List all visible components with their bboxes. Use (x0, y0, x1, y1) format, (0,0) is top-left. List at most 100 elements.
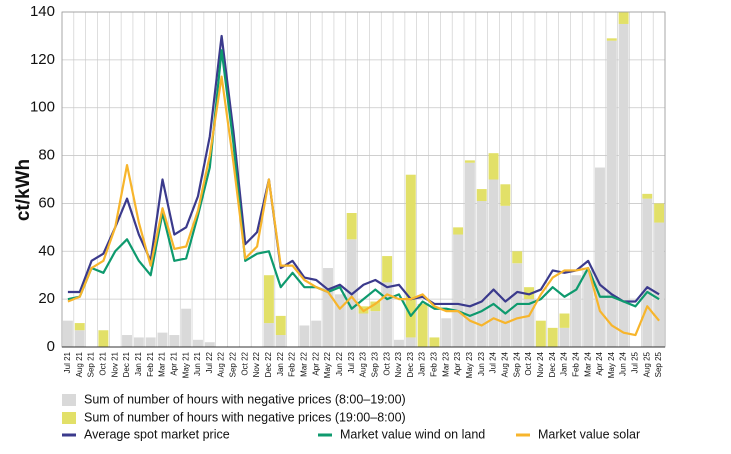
bar-segment (299, 325, 310, 347)
bar-segment (204, 342, 215, 347)
x-tick-label: Dec 24 (548, 351, 557, 377)
x-tick-label: Jul 22 (205, 351, 214, 373)
bar-segment (618, 12, 629, 24)
bar-segment (169, 335, 180, 347)
legend-label: Sum of number of hours with negative pri… (84, 392, 406, 406)
x-tick-label: Oct 24 (524, 351, 533, 375)
y-tick-label: 140 (30, 3, 55, 20)
x-tick-label: Apr 24 (595, 351, 604, 375)
x-tick-label: Nov 21 (110, 351, 119, 377)
bar-segment (98, 330, 109, 347)
x-tick-label: Apr 22 (311, 351, 320, 375)
x-tick-label: Oct 22 (240, 351, 249, 375)
bar-segment (334, 294, 345, 347)
bar-segment (275, 335, 286, 347)
x-tick-label: Jun 24 (619, 351, 628, 376)
x-tick-label: Aug 23 (359, 351, 368, 377)
x-tick-label: Jul 24 (489, 351, 498, 373)
x-tick-label: Oct 23 (382, 351, 391, 375)
x-tick-label: Jul 21 (63, 351, 72, 373)
bar-segment (571, 275, 582, 347)
bar-segment (654, 203, 665, 223)
legend-label: Market value wind on land (340, 427, 485, 441)
x-tick-label: Aug 22 (217, 351, 226, 377)
bar-segment (500, 184, 511, 206)
bar-segment (618, 23, 629, 347)
x-tick-label: Mar 22 (299, 351, 308, 376)
bar-segment (74, 330, 85, 347)
bar-segment (263, 323, 274, 347)
x-tick-label: May 24 (607, 351, 616, 378)
bar-segment (74, 323, 85, 331)
x-tick-label: Jan 24 (560, 351, 569, 376)
y-tick-label: 100 (30, 99, 55, 116)
bar-segment (145, 337, 156, 347)
x-tick-label: Mar 24 (583, 351, 592, 376)
bar-segment (157, 332, 168, 347)
bar-segment (453, 227, 464, 235)
x-tick-label: Sep 22 (229, 351, 238, 377)
x-tick-label: Dec 21 (122, 351, 131, 377)
x-tick-label: Feb 22 (288, 351, 297, 376)
x-tick-label: Feb 21 (146, 351, 155, 376)
line (67, 75, 660, 337)
bar-segment (547, 327, 558, 347)
bar-segment (488, 179, 499, 347)
x-tick-label: Sep 23 (370, 351, 379, 377)
bar-segment (524, 299, 534, 347)
bar-segment (441, 318, 452, 347)
bar-segment (323, 268, 333, 347)
x-tick-label: Mar 23 (441, 351, 450, 376)
x-tick-label: Aug 21 (75, 351, 84, 377)
x-tick-label: Dec 22 (264, 351, 273, 377)
bar-segment (370, 311, 381, 347)
bar-segment (311, 320, 322, 347)
bar-segment (488, 153, 499, 180)
bar-segment (429, 337, 440, 347)
bar-segment (512, 251, 523, 264)
x-tick-label: Oct 21 (98, 351, 107, 375)
bar-segment (500, 205, 511, 347)
y-tick-label: 80 (38, 147, 55, 164)
x-tick-label: Feb 24 (571, 351, 580, 376)
y-tick-label: 120 (30, 51, 55, 68)
bar-segment (559, 313, 570, 328)
y-tick-label: 0 (47, 338, 55, 355)
x-tick-label: Sep 24 (512, 351, 521, 377)
bar-segment (535, 320, 546, 347)
y-tick-label: 60 (38, 194, 55, 211)
bar-segment (642, 193, 653, 199)
bar-segment (358, 313, 369, 347)
x-tick-label: Nov 22 (252, 351, 261, 377)
x-tick-label: Jul 25 (631, 351, 640, 373)
bar-segment (370, 301, 381, 312)
x-tick-label: Jan 23 (418, 351, 427, 376)
x-tick-label: Dec 23 (406, 351, 415, 377)
bar-segment (417, 303, 428, 347)
bar-segment (382, 282, 393, 347)
line (67, 49, 660, 317)
legend-swatch (62, 412, 76, 424)
bar-segment (476, 189, 487, 202)
x-tick-label: Jul 23 (347, 351, 356, 373)
x-tick-label: Jun 22 (335, 351, 344, 376)
x-tick-label: May 23 (465, 351, 474, 378)
bar-segment (275, 315, 286, 336)
y-axis-label: ct/kWh (13, 159, 34, 221)
x-tick-label: Jan 21 (134, 351, 143, 376)
bar-segment (394, 339, 404, 347)
bar-segment (559, 327, 570, 347)
x-tick-label: Jun 21 (193, 351, 202, 376)
bar-segment (606, 38, 617, 41)
x-tick-label: Sep 21 (87, 351, 96, 377)
bar-segment (453, 234, 464, 347)
bar-segment (464, 160, 475, 163)
bar-segment (193, 339, 203, 347)
x-tick-label: Aug 25 (642, 351, 651, 377)
legend-label: Market value solar (538, 427, 640, 441)
x-tick-label: Mar 21 (158, 351, 167, 376)
bar-segment (476, 201, 487, 347)
x-tick-label: May 21 (181, 351, 190, 378)
bar-segment (263, 275, 274, 324)
